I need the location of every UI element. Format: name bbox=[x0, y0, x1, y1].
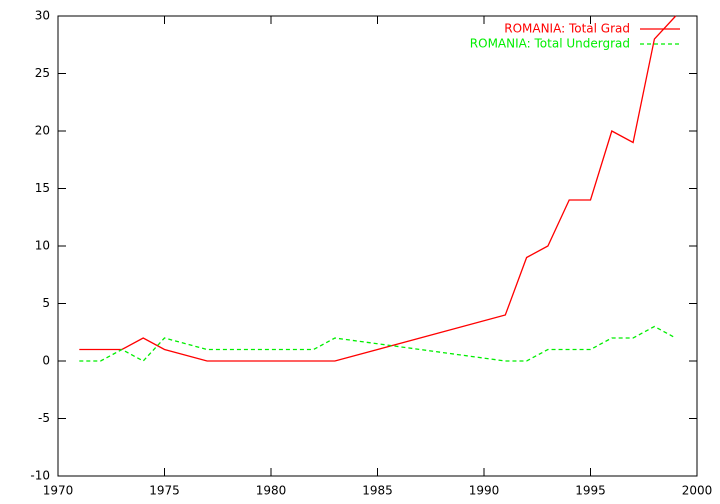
plot-frame bbox=[57, 15, 698, 477]
x-tick-label: 1970 bbox=[43, 484, 74, 498]
y-tick-label: 5 bbox=[42, 296, 50, 310]
y-tick-label: 30 bbox=[35, 9, 50, 23]
x-tick-label: 2000 bbox=[682, 484, 713, 498]
x-tick-label: 1995 bbox=[575, 484, 606, 498]
data-line bbox=[79, 15, 677, 362]
x-tick-label: 1985 bbox=[362, 484, 393, 498]
y-tick-label: 10 bbox=[35, 239, 50, 253]
legend-label: ROMANIA: Total Grad bbox=[504, 22, 630, 36]
x-tick-label: 1990 bbox=[469, 484, 500, 498]
x-tick-label: 1980 bbox=[256, 484, 287, 498]
x-tick-label: 1975 bbox=[149, 484, 180, 498]
y-tick-label: 15 bbox=[35, 181, 50, 195]
y-tick-label: -10 bbox=[30, 469, 50, 483]
legend-label: ROMANIA: Total Undergrad bbox=[470, 37, 630, 51]
y-tick-label: 20 bbox=[35, 124, 50, 138]
y-tick-label: -5 bbox=[38, 411, 50, 425]
y-tick-label: 25 bbox=[35, 66, 50, 80]
data-line bbox=[79, 325, 677, 362]
y-tick-label: 0 bbox=[42, 354, 50, 368]
